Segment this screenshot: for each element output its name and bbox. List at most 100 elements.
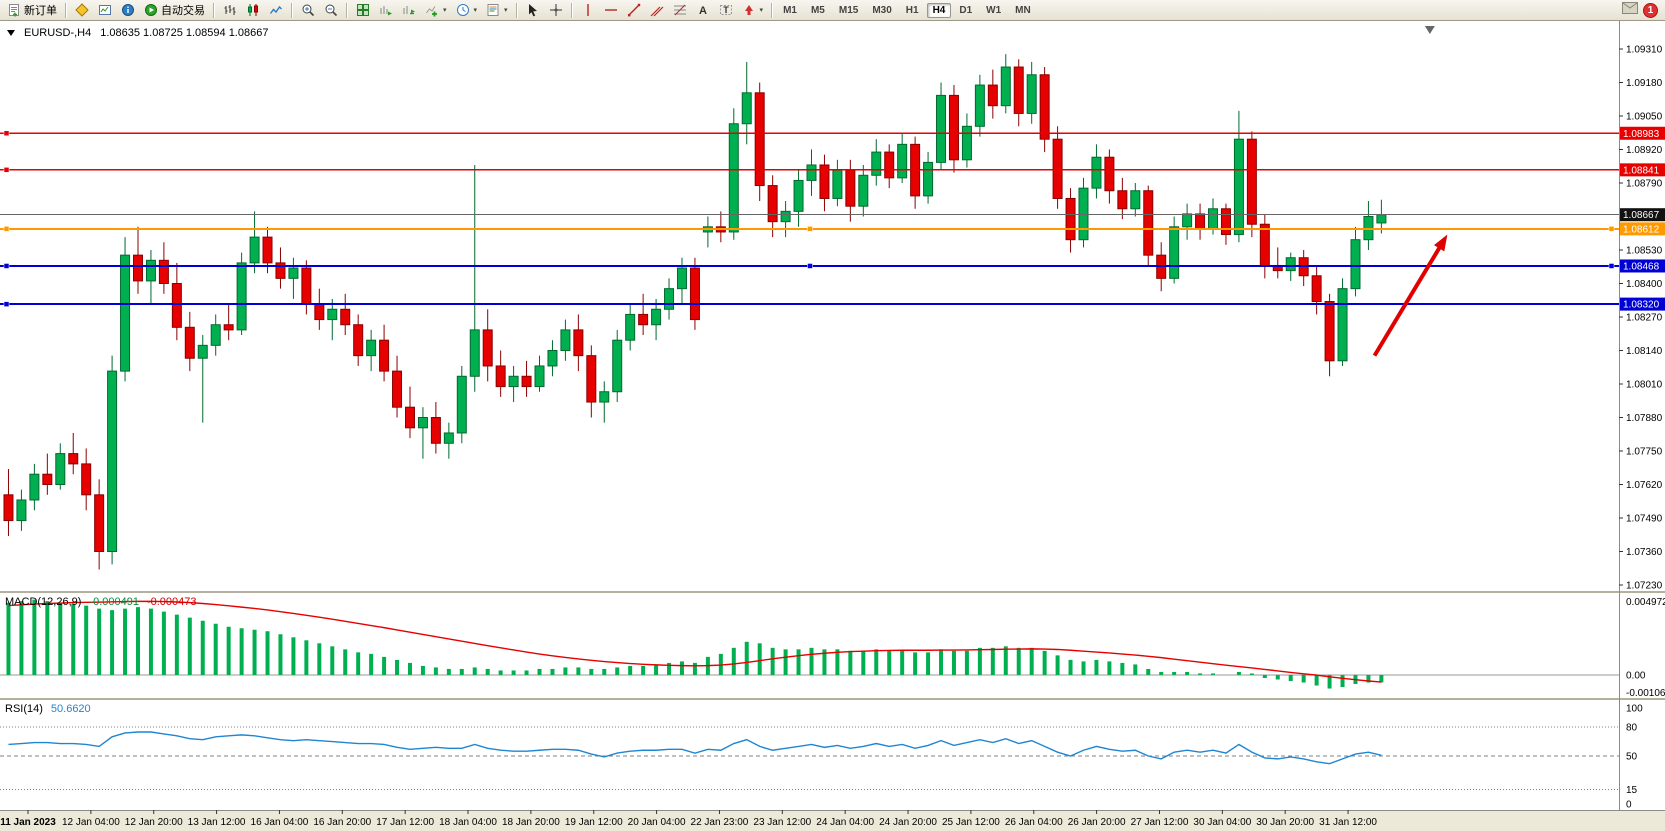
line-chart-button[interactable] (265, 1, 287, 20)
trendline-icon (627, 3, 641, 17)
autotrade-button[interactable]: 自动交易 (140, 1, 209, 20)
price-tick-label: 1.08010 (1626, 380, 1663, 391)
bar-chart-button[interactable] (219, 1, 241, 20)
auto-scroll-button[interactable] (375, 1, 397, 20)
indicators-button[interactable]: ▾ (421, 1, 451, 20)
indicators-icon (425, 3, 439, 17)
text-label-tool-button[interactable]: T (715, 1, 737, 20)
timeframe-M1[interactable]: M1 (783, 4, 797, 16)
time-label: 16 Jan 20:00 (313, 817, 371, 828)
market-watch-button[interactable] (71, 1, 93, 20)
rsi-line (8, 731, 1382, 765)
price-tick-label: 1.08920 (1626, 145, 1663, 156)
time-label: 19 Jan 12:00 (565, 817, 623, 828)
price-tick-label: 1.07750 (1626, 447, 1663, 458)
arrows-tool-button[interactable]: ▾ (738, 1, 768, 20)
horizontal-line-tool-button[interactable] (600, 1, 622, 20)
timeframe-H4[interactable]: H4 (926, 2, 952, 18)
periods-caret-icon: ▾ (473, 7, 478, 14)
time-label: 17 Jan 12:00 (376, 817, 434, 828)
timeframe-MN[interactable]: MN (1015, 4, 1031, 16)
one-click-trading-toggle[interactable] (7, 30, 15, 36)
trend-arrow-annotation[interactable] (1372, 234, 1448, 357)
price-tick-label: 1.07230 (1626, 581, 1663, 592)
time-label: 11 Jan 2023 (0, 817, 56, 828)
autotrade-icon (144, 3, 158, 17)
time-label: 27 Jan 12:00 (1131, 817, 1189, 828)
svg-text:T: T (723, 5, 729, 15)
text-tool-button[interactable]: A (692, 1, 714, 20)
indicators-caret-icon: ▾ (443, 7, 447, 14)
time-label: 16 Jan 04:00 (251, 817, 309, 828)
tile-windows-button[interactable] (352, 1, 374, 20)
chart-shift-marker[interactable] (1424, 26, 1435, 34)
candlestick-chart-button[interactable] (242, 1, 264, 20)
channel-tool-button[interactable] (646, 1, 668, 20)
chart-window-icon (98, 3, 112, 17)
macd-signal-line (8, 600, 1382, 683)
price-line-badge: 1.08468 (1623, 261, 1660, 272)
timeframe-D1[interactable]: D1 (959, 4, 973, 16)
vertical-line-tool-button[interactable] (577, 1, 599, 20)
time-label: 24 Jan 20:00 (879, 817, 937, 828)
svg-text:A: A (699, 5, 707, 17)
chart-window-button[interactable] (94, 1, 116, 20)
vertical-line-icon (581, 3, 595, 17)
fibonacci-icon (673, 3, 687, 17)
toolbar-separator (346, 2, 348, 18)
info-button[interactable] (117, 1, 139, 20)
time-label: 13 Jan 12:00 (188, 817, 246, 828)
chart-canvas[interactable]: 1.09310 1.09180 1.09050 1.08920 1.08790 1.085… (0, 21, 1665, 831)
chart-shift-button[interactable] (398, 1, 420, 20)
timeframe-buttons: M1 M5 M15 M30 H1 H4 D1 W1 MN (777, 2, 1037, 18)
cursor-tool-button[interactable] (522, 1, 544, 20)
time-label: 24 Jan 04:00 (816, 817, 874, 828)
text-label-icon: T (719, 3, 733, 17)
periods-button[interactable]: ▾ (452, 1, 482, 20)
timeframe-M30[interactable]: M30 (872, 4, 892, 16)
zoom-in-icon (301, 3, 315, 17)
market-watch-icon (75, 3, 89, 17)
price-line-badge: 1.08612 (1623, 224, 1660, 235)
autotrade-label: 自动交易 (161, 5, 205, 17)
rsi-axis-label: 15 (1626, 785, 1638, 796)
crosshair-tool-button[interactable] (545, 1, 567, 20)
price-tick-label: 1.08790 (1626, 179, 1663, 190)
mailbox-icon[interactable] (1622, 1, 1638, 19)
auto-scroll-icon (379, 3, 393, 17)
price-tick-label: 1.07620 (1626, 480, 1663, 491)
horizontal-line-objects[interactable] (0, 130, 1619, 307)
new-order-button[interactable]: 新订单 (3, 1, 61, 20)
price-tick-label: 1.09050 (1626, 112, 1663, 123)
zoom-in-button[interactable] (297, 1, 319, 20)
candles (3, 54, 1387, 570)
periods-icon (456, 3, 470, 17)
toolbar-separator (213, 2, 215, 18)
price-tick-label: 1.08270 (1626, 313, 1663, 324)
time-label: 23 Jan 12:00 (753, 817, 811, 828)
fibonacci-tool-button[interactable] (669, 1, 691, 20)
time-axis[interactable]: 11 Jan 2023 12 Jan 04:00 12 Jan 20:00 13 Ja… (0, 810, 1377, 828)
macd-axis-label: -0.001063 (1626, 688, 1665, 699)
notification-count-badge[interactable]: 1 (1643, 2, 1658, 18)
timeframe-W1[interactable]: W1 (986, 4, 1002, 16)
time-label: 12 Jan 20:00 (125, 817, 183, 828)
info-icon (121, 3, 135, 17)
timeframe-H1[interactable]: H1 (905, 4, 919, 16)
price-tick-label: 1.09310 (1626, 45, 1663, 56)
trendline-tool-button[interactable] (623, 1, 645, 20)
macd-histogram (6, 599, 1384, 689)
timeframe-M15[interactable]: M15 (838, 4, 859, 16)
templates-button[interactable]: ▾ (482, 1, 512, 20)
main-toolbar: 新订单 自动交易 (0, 0, 1665, 21)
timeframe-M5[interactable]: M5 (810, 4, 825, 16)
bar-chart-icon (223, 3, 237, 17)
price-tick-label: 1.07490 (1626, 514, 1663, 525)
horizontal-line-icon (604, 3, 618, 17)
time-label: 25 Jan 12:00 (942, 817, 1000, 828)
price-line-badge: 1.08983 (1623, 129, 1660, 140)
price-axis[interactable]: 1.09310 1.09180 1.09050 1.08920 1.08790 1.085… (1619, 45, 1665, 592)
zoom-out-button[interactable] (320, 1, 342, 20)
toolbar-separator (771, 2, 774, 18)
time-label: 20 Jan 04:00 (628, 817, 686, 828)
